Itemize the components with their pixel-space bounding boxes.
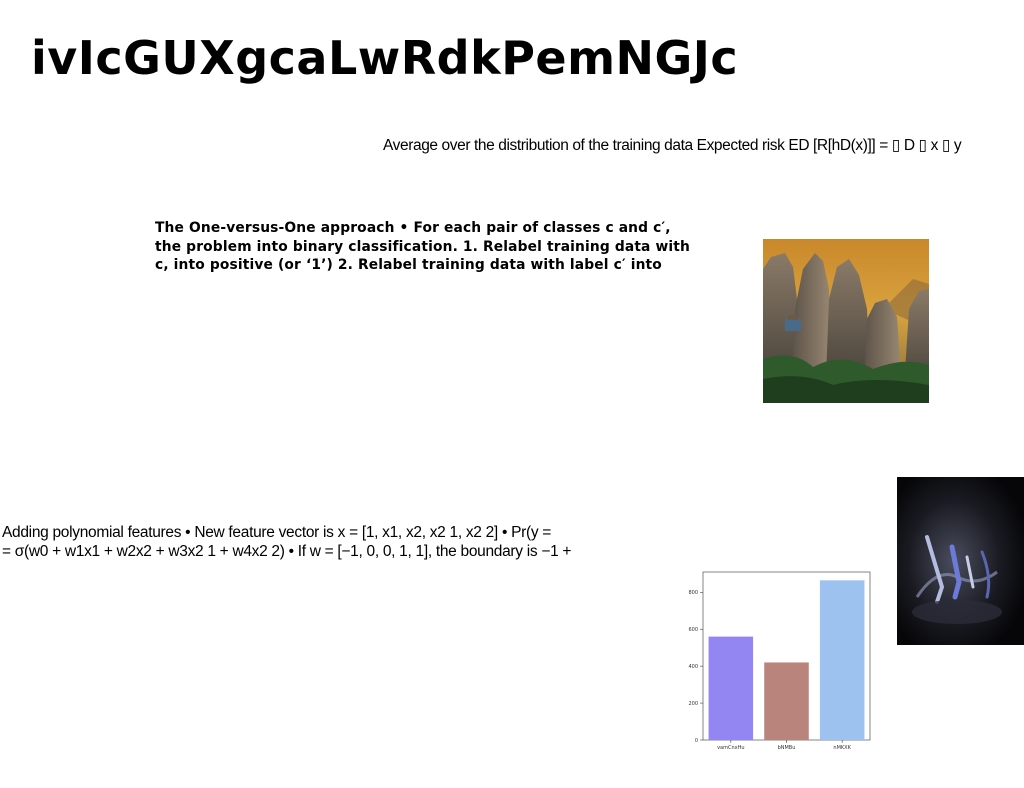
bar-chart: 0 200 400 600 800 vamCnxHu bNMBu nMKXK xyxy=(680,562,880,762)
y-tick-label: 0 xyxy=(695,738,698,744)
expected-risk-text: Average over the distribution of the tra… xyxy=(383,137,962,154)
bar-nMKXK xyxy=(819,580,865,740)
y-tick-label: 400 xyxy=(688,664,698,670)
one-versus-one-text: The One-versus-One approach • For each p… xyxy=(155,219,715,275)
y-tick-label: 800 xyxy=(688,590,698,596)
bar-chart-svg: 0 200 400 600 800 vamCnxHu bNMBu nMKXK xyxy=(688,571,871,751)
dark-abstract-photo xyxy=(897,477,1024,645)
ovo-line-2: the problem into binary classification. … xyxy=(155,238,690,255)
y-tick-label: 600 xyxy=(688,627,698,633)
ovo-line-1: The One-versus-One approach • For each p… xyxy=(155,220,671,236)
bar-bNMBu xyxy=(764,662,809,740)
bar-vamCnxHu xyxy=(708,636,754,740)
ovo-line-3: c, into positive (or ‘1’) 2. Relabel tra… xyxy=(155,257,662,273)
rock-pillars-photo xyxy=(763,239,929,403)
x-tick-label: vamCnxHu xyxy=(717,745,744,751)
polynomial-features-text: Adding polynomial features • New feature… xyxy=(2,524,571,561)
y-tick-label: 200 xyxy=(688,701,698,707)
x-tick-label: bNMBu xyxy=(778,745,796,751)
poly-line-1: Adding polynomial features • New feature… xyxy=(2,524,552,541)
x-tick-label: nMKXK xyxy=(833,745,851,751)
page-title: ivIcGUXgcaLwRdkPemNGJc xyxy=(31,31,739,85)
poly-line-2: = σ(w0 + w1x1 + w2x2 + w3x2 1 + w4x2 2) … xyxy=(2,542,572,560)
